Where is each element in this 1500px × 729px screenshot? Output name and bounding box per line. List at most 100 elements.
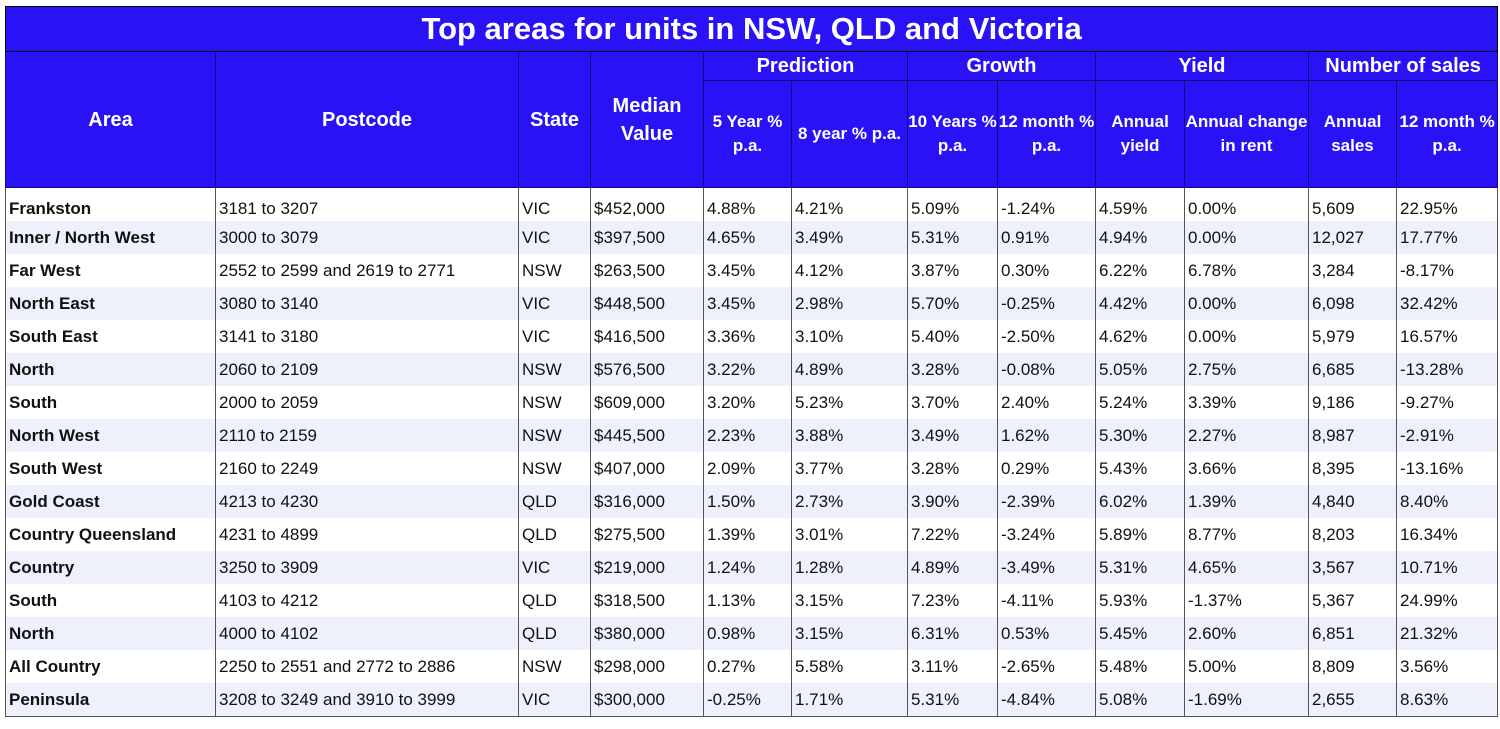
prediction-5-year-cell: 4.65% (703, 221, 792, 254)
postcode-cell: 3000 to 3079 (215, 221, 519, 254)
growth-12-month-cell: 0.91% (997, 221, 1096, 254)
header-state: State (518, 51, 591, 188)
state-cell: QLD (518, 584, 591, 617)
growth-10-years-cell: 3.49% (907, 419, 998, 452)
sales-12-month-cell: 24.99% (1395, 584, 1499, 617)
prediction-8-year-cell: 1.28% (791, 551, 908, 584)
postcode-cell: 3080 to 3140 (215, 287, 519, 320)
units-table: Top areas for units in NSW, QLD and Vict… (4, 6, 1499, 717)
annual-yield-cell: 4.42% (1095, 287, 1185, 320)
header-group-sales: Number of sales (1307, 51, 1499, 81)
growth-10-years-cell: 5.31% (907, 683, 998, 717)
annual-yield-cell: 5.48% (1095, 650, 1185, 683)
growth-10-years-cell: 3.28% (907, 452, 998, 485)
header-8-year: 8 year % p.a. (791, 80, 908, 188)
table-row: Peninsula 3208 to 3249 and 3910 to 3999 VI… (5, 683, 1499, 717)
annual-yield-cell: 6.02% (1095, 485, 1185, 518)
median-value-cell: $416,500 (590, 320, 704, 353)
postcode-cell: 4231 to 4899 (215, 518, 519, 551)
table-row: North 4000 to 4102 QLD $380,000 0.98% 3.15% 6.… (5, 617, 1499, 650)
annual-yield-cell: 5.08% (1095, 683, 1185, 717)
state-cell: VIC (518, 287, 591, 320)
sales-12-month-cell: 16.57% (1395, 320, 1499, 353)
prediction-8-year-cell: 4.89% (791, 353, 908, 386)
growth-12-month-cell: -3.24% (997, 518, 1096, 551)
prediction-5-year-cell: 0.27% (703, 650, 792, 683)
area-cell: South East (5, 320, 216, 353)
growth-12-month-cell: -2.39% (997, 485, 1096, 518)
sales-12-month-cell: -2.91% (1395, 419, 1499, 452)
sales-12-month-cell: 21.32% (1395, 617, 1499, 650)
prediction-5-year-cell: 3.45% (703, 254, 792, 287)
growth-10-years-cell: 7.22% (907, 518, 998, 551)
annual-change-in-rent-cell: 2.60% (1184, 617, 1309, 650)
prediction-8-year-cell: 3.15% (791, 584, 908, 617)
annual-change-in-rent-cell: 5.00% (1184, 650, 1309, 683)
annual-sales-cell: 9,186 (1308, 386, 1397, 419)
annual-change-in-rent-cell: 0.00% (1184, 287, 1309, 320)
area-cell: North (5, 353, 216, 386)
annual-yield-cell: 5.89% (1095, 518, 1185, 551)
median-value-cell: $298,000 (590, 650, 704, 683)
median-value-cell: $609,000 (590, 386, 704, 419)
state-cell: NSW (518, 419, 591, 452)
area-cell: Gold Coast (5, 485, 216, 518)
annual-yield-cell: 4.59% (1095, 187, 1185, 221)
annual-change-in-rent-cell: 1.39% (1184, 485, 1309, 518)
sales-12-month-cell: 10.71% (1395, 551, 1499, 584)
prediction-5-year-cell: 3.22% (703, 353, 792, 386)
prediction-5-year-cell: 0.98% (703, 617, 792, 650)
annual-sales-cell: 3,284 (1308, 254, 1397, 287)
median-value-cell: $380,000 (590, 617, 704, 650)
area-cell: Peninsula (5, 683, 216, 717)
sales-12-month-cell: -8.17% (1395, 254, 1499, 287)
sales-12-month-cell: 16.34% (1395, 518, 1499, 551)
growth-10-years-cell: 5.40% (907, 320, 998, 353)
growth-10-years-cell: 3.87% (907, 254, 998, 287)
prediction-8-year-cell: 5.23% (791, 386, 908, 419)
table-row: Inner / North West 3000 to 3079 VIC $397,50… (5, 221, 1499, 254)
annual-change-in-rent-cell: 2.75% (1184, 353, 1309, 386)
sales-12-month-cell: 22.95% (1395, 187, 1499, 221)
state-cell: NSW (518, 254, 591, 287)
growth-10-years-cell: 7.23% (907, 584, 998, 617)
state-cell: VIC (518, 221, 591, 254)
state-cell: QLD (518, 485, 591, 518)
header-postcode: Postcode (215, 51, 519, 188)
prediction-5-year-cell: 4.88% (703, 187, 792, 221)
table-row: Far West 2552 to 2599 and 2619 to 2771 NSW… (5, 254, 1499, 287)
annual-yield-cell: 4.94% (1095, 221, 1185, 254)
growth-10-years-cell: 5.09% (907, 187, 998, 221)
header-12-month-growth: 12 month % p.a. (997, 80, 1096, 188)
growth-12-month-cell: 0.30% (997, 254, 1096, 287)
annual-change-in-rent-cell: -1.69% (1184, 683, 1309, 717)
annual-yield-cell: 5.43% (1095, 452, 1185, 485)
annual-yield-cell: 5.24% (1095, 386, 1185, 419)
annual-sales-cell: 6,685 (1308, 353, 1397, 386)
header-group-prediction: Prediction (703, 51, 908, 81)
annual-change-in-rent-cell: -1.37% (1184, 584, 1309, 617)
annual-sales-cell: 5,979 (1308, 320, 1397, 353)
annual-sales-cell: 5,367 (1308, 584, 1397, 617)
sales-12-month-cell: 8.63% (1395, 683, 1499, 717)
state-cell: QLD (518, 518, 591, 551)
annual-change-in-rent-cell: 0.00% (1184, 187, 1309, 221)
prediction-5-year-cell: 3.45% (703, 287, 792, 320)
growth-12-month-cell: 0.29% (997, 452, 1096, 485)
state-cell: VIC (518, 187, 591, 221)
prediction-8-year-cell: 4.12% (791, 254, 908, 287)
table-row: South 2000 to 2059 NSW $609,000 3.20% 5.23% 3.… (5, 386, 1499, 419)
median-value-cell: $407,000 (590, 452, 704, 485)
area-cell: All Country (5, 650, 216, 683)
table-body: Frankston 3181 to 3207 VIC $452,000 4.88% 4.2… (5, 187, 1499, 717)
median-value-cell: $263,500 (590, 254, 704, 287)
header-annual-change-in-rent: Annual change in rent (1184, 80, 1309, 188)
state-cell: NSW (518, 452, 591, 485)
median-value-cell: $576,500 (590, 353, 704, 386)
growth-10-years-cell: 3.70% (907, 386, 998, 419)
annual-change-in-rent-cell: 6.78% (1184, 254, 1309, 287)
annual-change-in-rent-cell: 0.00% (1184, 221, 1309, 254)
header-annual-yield: Annual yield (1095, 80, 1185, 188)
units-table-wrapper: Top areas for units in NSW, QLD and Vict… (4, 6, 1499, 717)
annual-sales-cell: 4,840 (1308, 485, 1397, 518)
